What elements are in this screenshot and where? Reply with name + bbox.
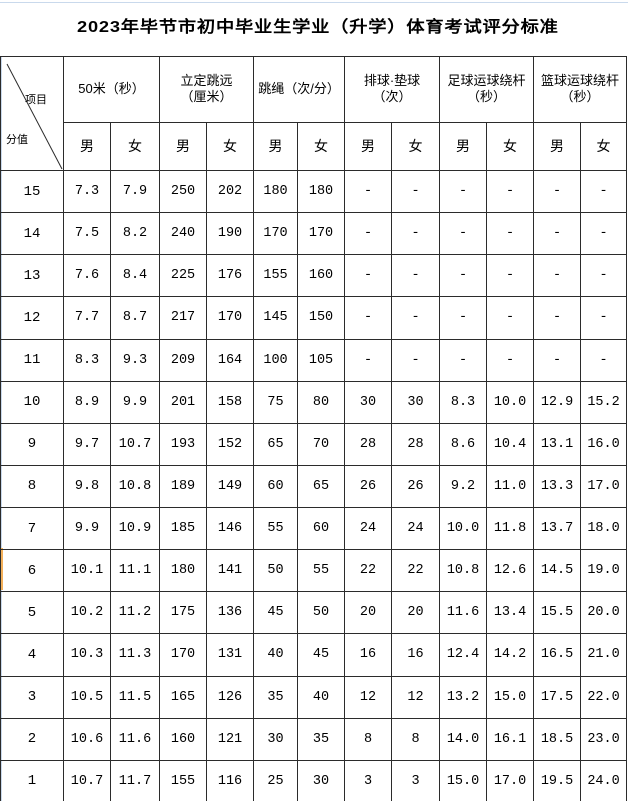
svg-text:分值: 分值 <box>6 133 28 146</box>
svg-text:项目: 项目 <box>25 93 47 106</box>
